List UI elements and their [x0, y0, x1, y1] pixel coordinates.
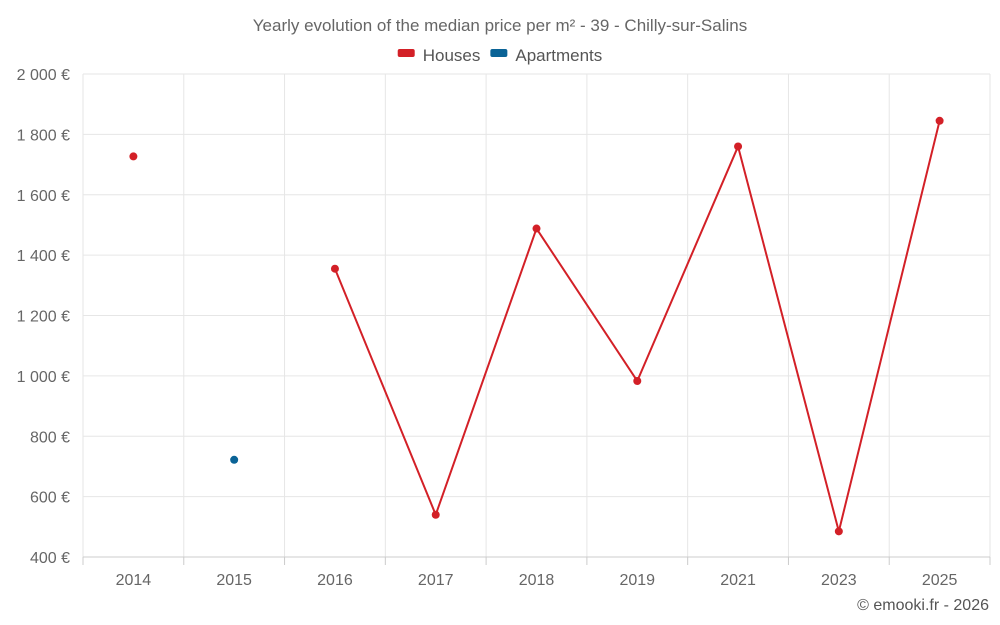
x-tick-labels: 2014 2015 2016 2017 2018 2019 2021 2023 2025 — [116, 572, 958, 589]
data-point-houses[interactable] — [734, 142, 743, 151]
legend-swatch — [397, 49, 415, 57]
y-tick-label: 1 800 € — [17, 127, 70, 144]
x-axis — [82, 556, 991, 565]
data-point-houses[interactable] — [633, 377, 642, 386]
y-tick-label: 400 € — [30, 550, 70, 567]
y-tick-label: 1 000 € — [17, 369, 70, 386]
data-point-houses[interactable] — [129, 152, 138, 161]
data-point-houses[interactable] — [935, 116, 944, 125]
legend[interactable]: Houses Apartments — [397, 46, 603, 65]
series-houses — [129, 116, 944, 536]
y-tick-label: 1 400 € — [17, 248, 70, 265]
x-tick-label: 2021 — [720, 572, 756, 589]
y-tick-label: 2 000 € — [17, 67, 70, 84]
y-gridlines — [83, 73, 990, 558]
legend-label: Apartments — [515, 46, 602, 65]
series-line-houses — [334, 120, 941, 533]
chart-title: Yearly evolution of the median price per… — [253, 16, 747, 35]
x-gridlines — [82, 74, 991, 557]
x-tick-label: 2018 — [519, 572, 555, 589]
y-tick-label: 1 200 € — [17, 309, 70, 326]
x-tick-label: 2016 — [317, 572, 353, 589]
y-tick-label: 800 € — [30, 429, 70, 446]
x-tick-label: 2017 — [418, 572, 454, 589]
legend-swatch — [490, 49, 508, 57]
y-tick-label: 1 600 € — [17, 188, 70, 205]
data-point-apartments[interactable] — [230, 455, 239, 464]
legend-item-apartments[interactable]: Apartments — [490, 46, 602, 65]
x-tick-label: 2014 — [116, 572, 152, 589]
x-tick-label: 2023 — [821, 572, 857, 589]
x-tick-label: 2025 — [922, 572, 958, 589]
x-tick-label: 2015 — [216, 572, 252, 589]
series-layer — [129, 116, 944, 536]
data-point-houses[interactable] — [834, 527, 843, 536]
data-point-houses[interactable] — [431, 510, 440, 519]
series-apartments — [230, 455, 239, 464]
x-tick-label: 2019 — [619, 572, 655, 589]
data-point-houses[interactable] — [330, 264, 339, 273]
legend-label: Houses — [423, 46, 481, 65]
y-tick-labels: 400 € 600 € 800 € 1 000 € 1 200 € 1 400 € 1 60… — [17, 67, 70, 567]
legend-item-houses[interactable]: Houses — [397, 46, 481, 65]
data-point-houses[interactable] — [532, 224, 541, 233]
y-tick-label: 600 € — [30, 490, 70, 507]
credit-text: © emooki.fr - 2026 — [857, 597, 989, 614]
